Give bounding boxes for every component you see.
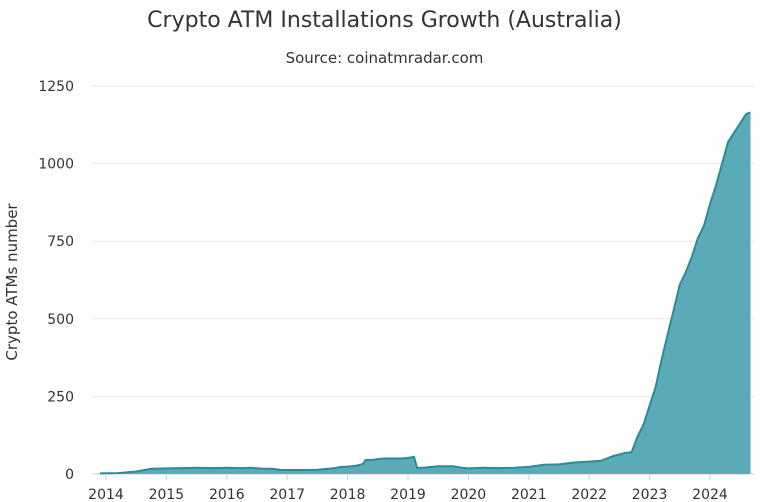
x-tick-label: 2024 — [692, 487, 728, 502]
series-line — [99, 111, 751, 475]
x-tick-label: 2019 — [390, 487, 426, 502]
y-tick-label: 1250 — [38, 79, 74, 95]
x-tick-label: 2023 — [632, 487, 668, 502]
y-tick-label: 500 — [47, 312, 74, 328]
y-tick-label: 1000 — [38, 157, 74, 173]
series-area — [100, 112, 751, 475]
y-tick-label: 750 — [47, 234, 74, 250]
x-tick-label: 2015 — [149, 487, 185, 502]
chart-title: Crypto ATM Installations Growth (Austral… — [147, 8, 622, 33]
x-tick-label: 2021 — [511, 487, 547, 502]
y-tick-label: 250 — [47, 389, 74, 405]
x-tick-label: 2020 — [451, 487, 487, 502]
x-tick-label: 2016 — [209, 487, 245, 502]
y-axis-label: Crypto ATMs number — [3, 203, 21, 361]
chart-subtitle: Source: coinatmradar.com — [285, 49, 484, 67]
x-tick-label: 2014 — [88, 487, 124, 502]
y-tick-label: 0 — [65, 467, 74, 483]
x-tick-label: 2018 — [330, 487, 366, 502]
x-tick-label: 2017 — [269, 487, 305, 502]
x-tick-label: 2022 — [571, 487, 607, 502]
